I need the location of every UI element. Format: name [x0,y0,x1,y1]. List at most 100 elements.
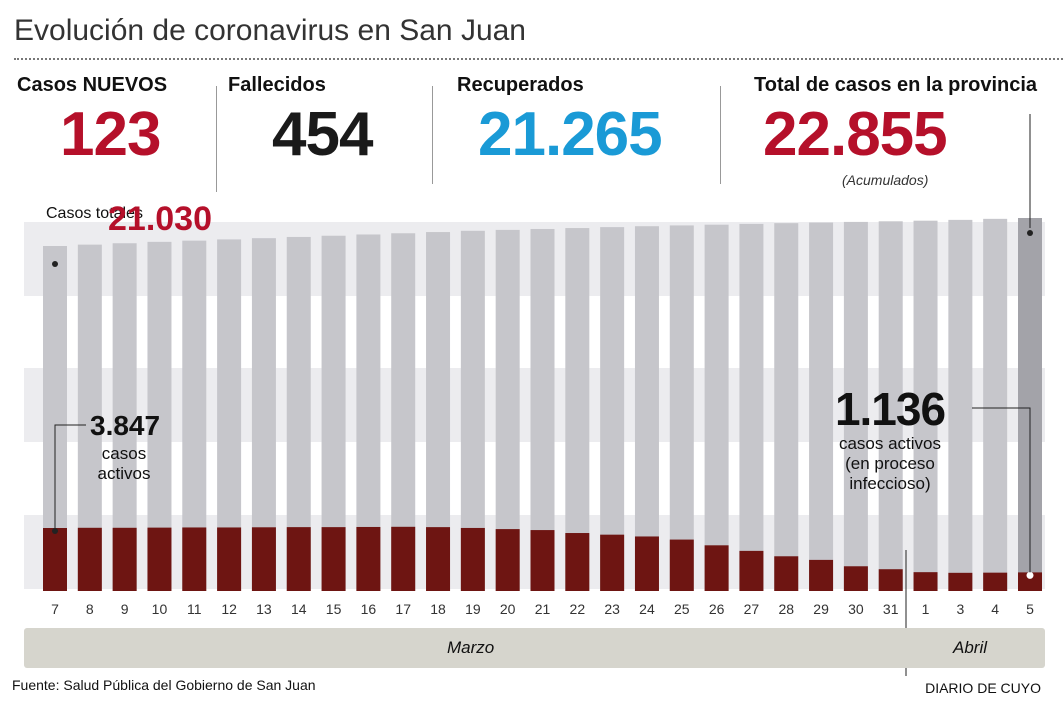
total-cases-bar [913,220,938,591]
x-tick-label: 17 [395,601,411,617]
total-cases-bar [704,224,729,592]
start-total-marker [52,261,58,267]
end-active-label: casos activos (en proceso infeccioso) [838,434,942,493]
active-cases-bar [112,527,137,591]
x-tick-label: 3 [956,601,964,617]
end-total-marker [1027,230,1033,236]
active-cases-bar [147,527,172,591]
active-cases-bar [948,572,973,591]
active-cases-bar [286,527,311,591]
total-cases-bar [112,243,137,592]
start-active-marker [52,528,58,534]
active-cases-bar [43,528,67,591]
total-note: (Acumulados) [842,172,929,188]
start-active-value: 3.847 [90,410,161,441]
x-tick-label: 10 [152,601,168,617]
active-cases-bar [1018,572,1042,591]
total-cases-bar [948,219,973,591]
start-active-leader [54,424,86,528]
x-tick-label: 27 [744,601,760,617]
x-tick-label: 18 [430,601,446,617]
x-tick-label: 19 [465,601,481,617]
total-cases-bar [843,221,868,591]
x-tick-label: 20 [500,601,516,617]
total-cases-bar [565,228,590,591]
month-abril: Abril [953,638,988,657]
x-tick-label: 21 [535,601,551,617]
brand-name: DIARIO DE CUYO [925,680,1041,696]
active-cases-bar [774,556,799,591]
start-total-value: 21.030 [108,200,212,238]
active-cases-bar [77,527,102,591]
page-title: Evolución de coronavirus en San Juan [14,14,526,47]
active-cases-bar [356,526,381,591]
x-tick-label: 5 [1026,601,1034,617]
end-active-leader [972,407,1031,573]
x-tick-label: 28 [778,601,794,617]
source-note: Fuente: Salud Pública del Gobierno de Sa… [12,677,316,693]
stat-divider [720,86,721,184]
active-cases-bar [530,530,555,591]
title-divider [14,58,1063,60]
x-tick-label: 23 [604,601,620,617]
total-cases-bar [983,218,1008,591]
recuperados-value: 21.265 [478,100,663,169]
total-cases-bar [878,221,903,591]
stat-divider [432,86,433,184]
month-marzo: Marzo [447,638,495,657]
active-cases-bar [426,527,451,591]
x-tick-label: 9 [121,601,129,617]
active-cases-bar [600,534,625,591]
active-cases-bar [182,527,207,591]
active-cases-bar [321,527,346,591]
x-tick-label: 8 [86,601,94,617]
active-cases-bar [495,529,520,591]
active-cases-bar [565,533,590,591]
fallecidos-label: Fallecidos [228,74,326,96]
x-tick-label: 29 [813,601,829,617]
x-tick-label: 26 [709,601,725,617]
nuevos-value: 123 [60,100,161,169]
active-cases-bar [669,539,694,591]
total-cases-bar [600,227,625,591]
x-tick-label: 11 [187,601,202,617]
active-cases-bar [391,526,416,591]
x-tick-label: 24 [639,601,655,617]
x-tick-label: 14 [291,601,307,617]
x-tick-label: 12 [221,601,237,617]
active-cases-bar [460,527,485,591]
x-tick-label: 16 [361,601,377,617]
x-tick-label: 13 [256,601,272,617]
stat-divider [216,86,217,192]
x-tick-label: 25 [674,601,690,617]
active-cases-bar [739,550,764,591]
total-cases-bar [809,222,834,591]
x-tick-label: 15 [326,601,342,617]
active-cases-bar [843,566,868,591]
active-cases-bar [251,527,276,591]
x-tick-label: 31 [883,601,899,617]
total-cases-bar [669,225,694,591]
active-cases-bar [704,545,729,591]
active-cases-bar [809,559,834,591]
end-active-marker [1026,571,1034,579]
total-label: Total de casos en la provincia [754,74,1038,96]
active-cases-bar [913,572,938,591]
recuperados-label: Recuperados [457,74,584,96]
start-total-label: Casos totales [46,205,143,222]
total-cases-bar [774,223,799,592]
active-cases-bar [878,569,903,591]
active-cases-bar [217,527,242,591]
x-tick-label: 30 [848,601,864,617]
start-active-label: casos activos [97,444,151,483]
total-cases-bar [739,223,764,591]
total-cases-bar [634,226,659,591]
x-tick-label: 4 [991,601,999,617]
total-value: 22.855 [763,100,948,169]
fallecidos-value: 454 [272,100,373,169]
x-tick-label: 1 [922,601,930,617]
month-band [24,628,1045,668]
x-tick-label: 7 [51,601,59,617]
x-tick-label: 22 [570,601,586,617]
